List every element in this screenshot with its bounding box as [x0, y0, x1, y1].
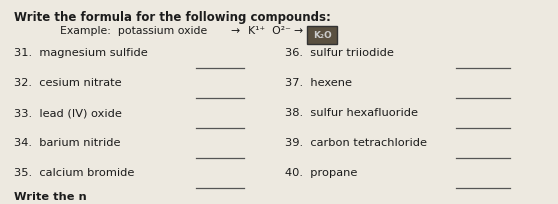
Text: 39.  carbon tetrachloride: 39. carbon tetrachloride [285, 138, 427, 148]
Text: 37.  hexene: 37. hexene [285, 78, 352, 88]
Text: K₂O: K₂O [312, 31, 331, 40]
Text: K¹⁺  O²⁻: K¹⁺ O²⁻ [248, 26, 291, 36]
Text: 38.  sulfur hexafluoride: 38. sulfur hexafluoride [285, 108, 418, 118]
Text: 33.  lead (IV) oxide: 33. lead (IV) oxide [14, 108, 122, 118]
Text: 35.  calcium bromide: 35. calcium bromide [14, 168, 134, 178]
Text: 40.  propane: 40. propane [285, 168, 357, 178]
Text: 34.  barium nitride: 34. barium nitride [14, 138, 121, 148]
Text: Write the n: Write the n [14, 192, 86, 202]
Text: →: → [230, 26, 239, 36]
Text: Example:  potassium oxide: Example: potassium oxide [60, 26, 207, 36]
Text: Write the formula for the following compounds:: Write the formula for the following comp… [14, 11, 331, 24]
FancyBboxPatch shape [307, 26, 337, 44]
Text: 36.  sulfur triiodide: 36. sulfur triiodide [285, 48, 394, 58]
Text: 32.  cesium nitrate: 32. cesium nitrate [14, 78, 122, 88]
Text: 31.  magnesium sulfide: 31. magnesium sulfide [14, 48, 148, 58]
Text: →: → [293, 26, 302, 36]
